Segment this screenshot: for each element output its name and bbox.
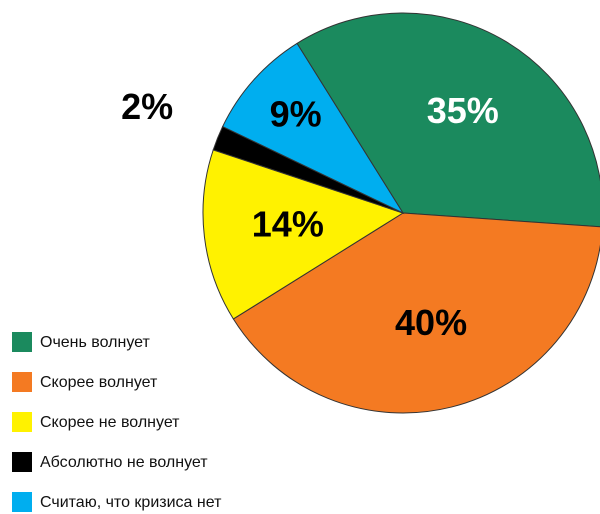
legend-swatch: [12, 332, 32, 352]
legend-swatch: [12, 372, 32, 392]
slice-label: 9%: [270, 94, 322, 135]
legend-swatch: [12, 452, 32, 472]
legend-label: Скорее не волнует: [40, 414, 180, 431]
slice-label: 40%: [395, 302, 467, 343]
pie-slice: [296, 12, 600, 228]
legend-label: Скорее волнует: [40, 374, 158, 391]
slice-label: 2%: [121, 86, 173, 127]
legend-label: Абсолютно не волнует: [40, 454, 208, 471]
slice-label: 35%: [427, 90, 499, 131]
legend-label: Считаю, что кризиса нет: [40, 494, 222, 511]
slice-label: 14%: [252, 203, 324, 244]
legend-label: Очень волнует: [40, 334, 151, 351]
legend-swatch: [12, 492, 32, 512]
legend-swatch: [12, 412, 32, 432]
pie-slice: [232, 212, 600, 414]
pie-slice: [202, 149, 405, 320]
pie-slice: [221, 42, 405, 215]
